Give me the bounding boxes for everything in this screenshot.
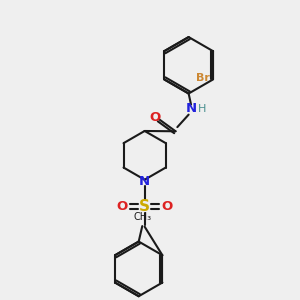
- Text: S: S: [139, 199, 150, 214]
- Text: N: N: [185, 102, 197, 115]
- Text: O: O: [116, 200, 128, 213]
- Text: N: N: [139, 175, 150, 188]
- Text: CH₃: CH₃: [134, 212, 152, 222]
- Text: Br: Br: [196, 73, 209, 83]
- Text: H: H: [198, 104, 206, 114]
- Text: O: O: [162, 200, 173, 213]
- Text: O: O: [150, 111, 161, 124]
